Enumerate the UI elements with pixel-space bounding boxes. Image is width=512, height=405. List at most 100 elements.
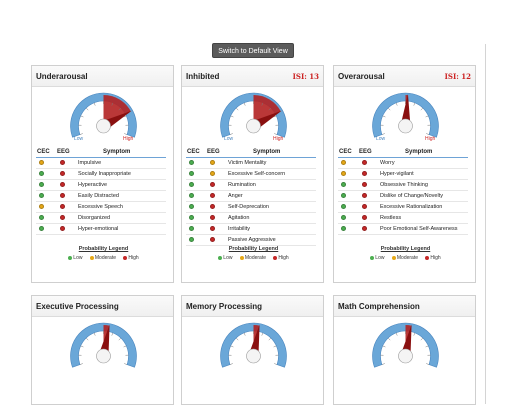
table-row: Impulsive: [36, 158, 166, 169]
gauge-high-label: High: [273, 136, 284, 142]
table-row: Hyper-vigilant: [338, 169, 468, 180]
cec-probability-dot: [341, 215, 346, 220]
card-title: Memory Processing: [186, 302, 262, 311]
probability-legend: Low Moderate High: [182, 255, 325, 261]
probability-legend: Low Moderate High: [334, 255, 477, 261]
probability-gauge: Low High: [368, 90, 443, 142]
eeg-probability-dot: [60, 193, 65, 198]
probability-gauge: Low High: [66, 90, 141, 142]
eeg-probability-dot: [362, 160, 367, 165]
symptom-label: Poor Emotional Self-Awareness: [380, 226, 458, 232]
symptom-label: Disorganized: [78, 215, 110, 221]
table-row: Poor Emotional Self-Awareness: [338, 224, 468, 235]
card-inhibited: Inhibited ISI: 13 Low High CEC EEG Sympto…: [181, 65, 324, 283]
eeg-probability-dot: [210, 193, 215, 198]
legend-moderate: Moderate: [397, 255, 418, 261]
symptom-label: Impulsive: [78, 160, 101, 166]
table-header: CEC EEG Symptom: [186, 149, 316, 158]
eeg-probability-dot: [60, 160, 65, 165]
cec-probability-dot: [341, 182, 346, 187]
gauge-high-label: High: [123, 136, 134, 142]
legend-low: Low: [73, 255, 82, 261]
cec-probability-dot: [39, 182, 44, 187]
gauge-hub: [97, 119, 111, 133]
legend-high: High: [128, 255, 138, 261]
cec-probability-dot: [341, 204, 346, 209]
cec-probability-dot: [39, 171, 44, 176]
isi-score: ISI: 13: [293, 72, 319, 81]
eeg-probability-dot: [60, 215, 65, 220]
card-header: Overarousal ISI: 12: [334, 66, 475, 87]
cec-probability-dot: [189, 182, 194, 187]
eeg-probability-dot: [210, 182, 215, 187]
table-row: Passive Aggressive: [186, 235, 316, 246]
eeg-probability-dot: [362, 226, 367, 231]
eeg-probability-dot: [362, 182, 367, 187]
probability-gauge: [216, 320, 291, 372]
card-header: Inhibited ISI: 13: [182, 66, 323, 87]
card-header: Executive Processing: [32, 296, 173, 317]
symptom-label: Passive Aggressive: [228, 237, 276, 243]
symptom-label: Excessive Self-concern: [228, 171, 285, 177]
symptom-label: Anger: [228, 193, 243, 199]
eeg-probability-dot: [60, 171, 65, 176]
eeg-header: EEG: [57, 149, 70, 155]
table-row: Victim Mentality: [186, 158, 316, 169]
symptom-label: Dislike of Change/Novelty: [380, 193, 443, 199]
symptom-label: Rumination: [228, 182, 256, 188]
probability-gauge: [368, 320, 443, 372]
card-header: Memory Processing: [182, 296, 323, 317]
gauge-low-label: Low: [376, 136, 386, 142]
eeg-probability-dot: [210, 160, 215, 165]
symptom-label: Self-Deprecation: [228, 204, 269, 210]
moderate-dot-icon: [240, 256, 244, 260]
eeg-probability-dot: [60, 182, 65, 187]
symptom-label: Excessive Rationalization: [380, 204, 442, 210]
gauge-high-label: High: [425, 136, 436, 142]
symptom-label: Hyper-vigilant: [380, 171, 414, 177]
gauge-low-label: Low: [74, 136, 84, 142]
eeg-probability-dot: [210, 204, 215, 209]
gauge-hub: [247, 119, 261, 133]
table-row: Dislike of Change/Novelty: [338, 191, 468, 202]
table-row: Worry: [338, 158, 468, 169]
page-right-border: [485, 44, 486, 404]
eeg-probability-dot: [210, 171, 215, 176]
eeg-header: EEG: [207, 149, 220, 155]
symptom-header: Symptom: [405, 149, 432, 155]
cec-probability-dot: [189, 160, 194, 165]
cec-header: CEC: [339, 149, 352, 155]
card-title: Inhibited: [186, 72, 219, 81]
switch-to-default-view-button[interactable]: Switch to Default View: [212, 43, 294, 58]
symptom-label: Hyper-emotional: [78, 226, 118, 232]
cec-probability-dot: [341, 226, 346, 231]
eeg-probability-dot: [362, 171, 367, 176]
table-row: Agitation: [186, 213, 316, 224]
symptom-label: Socially Inappropriate: [78, 171, 131, 177]
eeg-probability-dot: [60, 204, 65, 209]
probability-legend: Low Moderate High: [32, 255, 175, 261]
cec-probability-dot: [39, 204, 44, 209]
table-row: Excessive Speech: [36, 202, 166, 213]
eeg-probability-dot: [60, 226, 65, 231]
card-underarousal: Underarousal Low High CEC EEG Symptom Imp…: [31, 65, 174, 283]
symptom-table: CEC EEG Symptom Worry Hyper-vigilant Obs…: [338, 149, 468, 235]
card-title: Overarousal: [338, 72, 385, 81]
symptom-label: Obsessive Thinking: [380, 182, 428, 188]
table-row: Anger: [186, 191, 316, 202]
eeg-probability-dot: [210, 237, 215, 242]
high-dot-icon: [273, 256, 277, 260]
card-title: Underarousal: [36, 72, 88, 81]
low-dot-icon: [218, 256, 222, 260]
probability-legend-title: Probability Legend: [182, 246, 325, 252]
table-header: CEC EEG Symptom: [36, 149, 166, 158]
cec-probability-dot: [39, 193, 44, 198]
card-executive-processing: Executive Processing: [31, 295, 174, 405]
eeg-header: EEG: [359, 149, 372, 155]
table-row: Socially Inappropriate: [36, 169, 166, 180]
card-math-comprehension: Math Comprehension: [333, 295, 476, 405]
cec-probability-dot: [39, 215, 44, 220]
card-overarousal: Overarousal ISI: 12 Low High CEC EEG Symp…: [333, 65, 476, 283]
legend-low: Low: [223, 255, 232, 261]
table-row: Restless: [338, 213, 468, 224]
